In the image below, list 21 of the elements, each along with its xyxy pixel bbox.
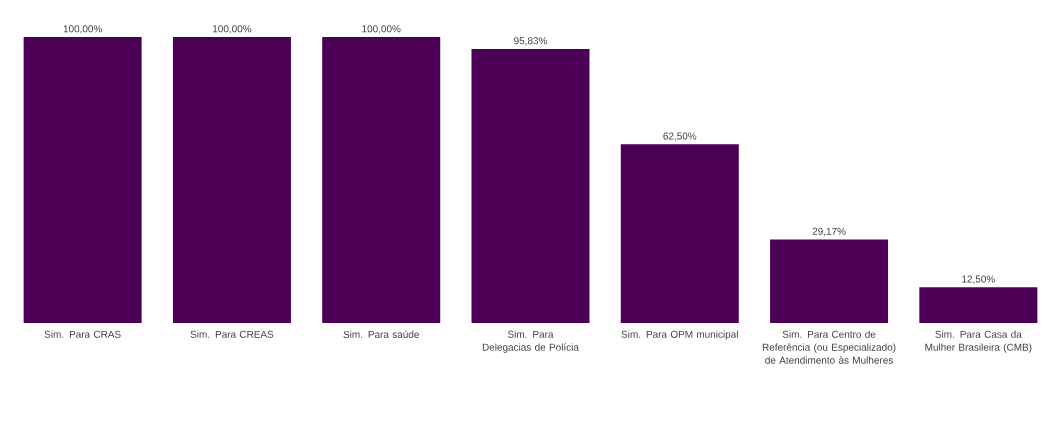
- bar: [322, 37, 441, 323]
- x-tick-label: Sim. Para saúde: [343, 330, 419, 338]
- data-label: 100,00%: [63, 25, 102, 34]
- data-label: 29,17%: [812, 227, 846, 237]
- x-tick-label: Sim. Para CREAS: [190, 330, 274, 338]
- data-label: 100,00%: [362, 25, 401, 34]
- data-label: 62,50%: [663, 132, 697, 141]
- x-tick-label: Sim. Para OPM municipal: [621, 330, 738, 340]
- bar: [471, 48, 590, 323]
- x-tick-label: Sim. Para CRAS: [44, 330, 121, 338]
- bar: [172, 37, 291, 323]
- bar: [919, 287, 1038, 323]
- x-tick-label: Sim. Para Casa da Mulher Brasileira (CMB): [925, 330, 1032, 353]
- bar: [23, 37, 142, 323]
- data-label: 100,00%: [213, 25, 252, 34]
- x-tick-label: Sim. Para Centro de Referência (ou Especializado) de Atendimento às Mulheres: [762, 330, 896, 364]
- data-label: 95,83%: [514, 37, 548, 46]
- x-tick-label: Sim. Para Delegacias de Polícia: [482, 330, 579, 353]
- bar: [620, 144, 739, 323]
- data-label: 12,50%: [962, 275, 995, 284]
- bar: [770, 239, 889, 323]
